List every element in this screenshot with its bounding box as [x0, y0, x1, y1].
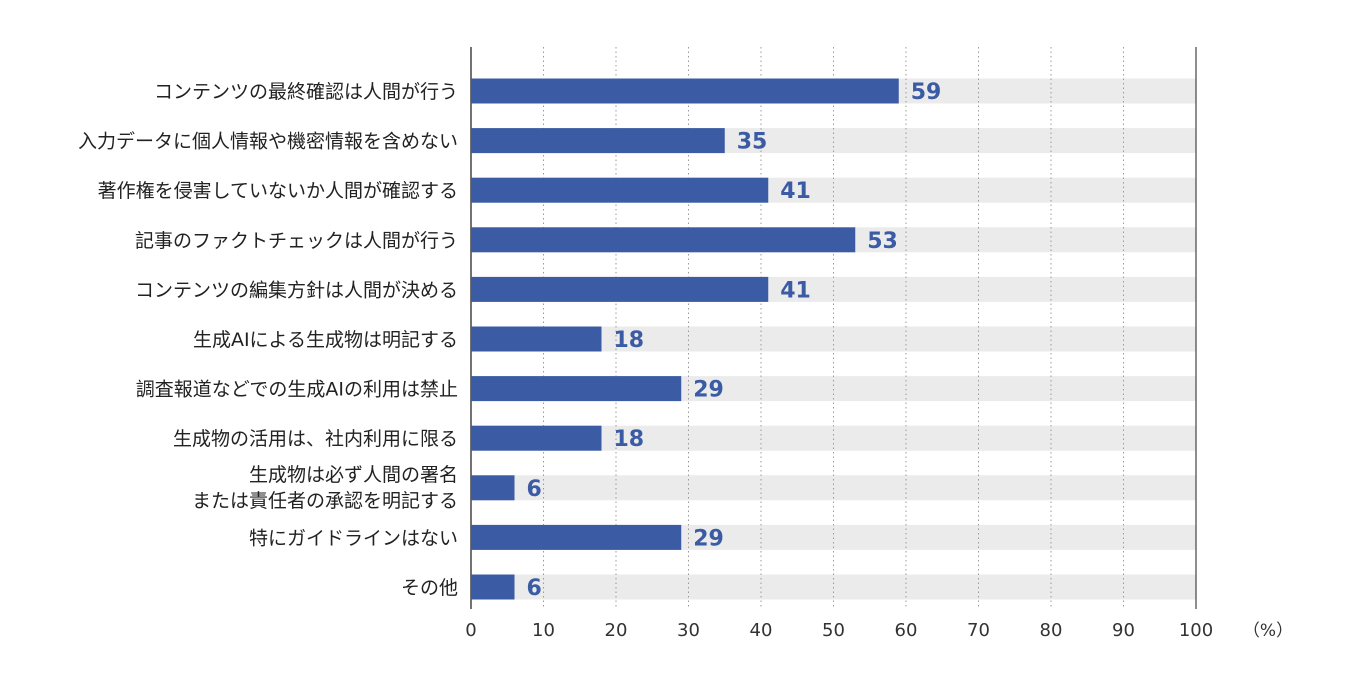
value-label: 59 — [911, 80, 942, 105]
category-label: 生成物は必ず人間の署名 — [249, 464, 458, 486]
bar — [471, 78, 899, 104]
x-tick-label: 10 — [532, 620, 555, 641]
x-tick-label: 0 — [465, 620, 476, 641]
category-label: または責任者の承認を明記する — [192, 490, 458, 512]
x-tick-label: 50 — [822, 620, 845, 641]
x-tick-label: 70 — [967, 620, 990, 641]
x-tick-label: 100 — [1179, 620, 1213, 641]
bars — [471, 78, 899, 600]
category-label: 記事のファクトチェックは人間が行う — [135, 230, 458, 252]
category-label: その他 — [401, 577, 458, 599]
value-label: 6 — [527, 477, 542, 502]
x-tick-label: 90 — [1112, 620, 1135, 641]
bar — [471, 227, 856, 253]
bar — [471, 524, 682, 550]
category-label: コンテンツの最終確認は人間が行う — [154, 81, 458, 103]
value-labels: 59 35 41 53 41 18 29 18 6 29 6 — [527, 80, 942, 601]
x-tick-label: 20 — [605, 620, 628, 641]
category-label: 生成AIによる生成物は明記する — [193, 329, 458, 351]
category-label: コンテンツの編集方針は人間が決める — [135, 279, 458, 301]
x-tick-label: 80 — [1040, 620, 1063, 641]
value-label: 18 — [614, 328, 645, 353]
value-label: 41 — [780, 179, 811, 204]
category-label: 著作権を侵害していないか人間が確認する — [98, 180, 458, 202]
value-label: 53 — [867, 229, 898, 254]
x-axis-unit: （%） — [1243, 621, 1293, 641]
x-axis: 0 10 20 30 40 50 60 70 80 90 100 — [465, 620, 1213, 641]
bar — [471, 326, 602, 352]
category-label: 特にガイドラインはない — [249, 527, 458, 549]
x-tick-label: 60 — [895, 620, 918, 641]
x-tick-label: 30 — [677, 620, 700, 641]
bar — [471, 177, 769, 203]
value-label: 6 — [527, 576, 542, 601]
value-label: 29 — [693, 378, 724, 403]
bar — [471, 376, 682, 402]
category-label: 調査報道などでの生成AIの利用は禁止 — [136, 379, 458, 401]
bar — [471, 475, 515, 501]
value-label: 29 — [693, 526, 724, 551]
bar — [471, 128, 725, 154]
value-label: 18 — [614, 427, 645, 452]
bar — [471, 425, 602, 451]
category-labels: コンテンツの最終確認は人間が行う入力データに個人情報や機密情報を含めない著作権を… — [78, 81, 458, 599]
bar — [471, 574, 515, 600]
value-label: 41 — [780, 278, 811, 303]
category-label: 入力データに個人情報や機密情報を含めない — [78, 131, 458, 153]
bar — [471, 276, 769, 302]
x-tick-label: 40 — [750, 620, 773, 641]
category-label: 生成物の活用は、社内利用に限る — [173, 428, 458, 450]
value-label: 35 — [737, 130, 768, 155]
